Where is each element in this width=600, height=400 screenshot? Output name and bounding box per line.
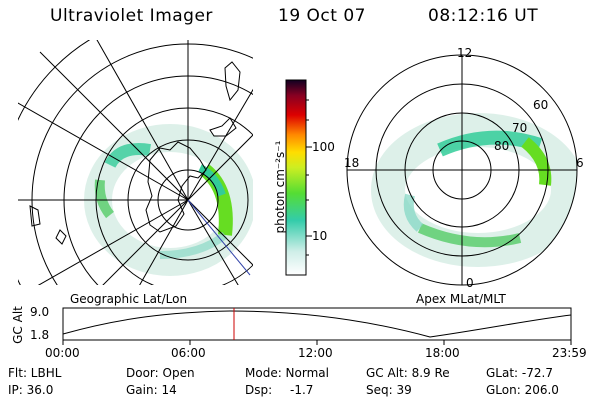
info-filter: Flt: LBHL [8, 366, 62, 380]
timeline-ylabel: GC Alt [11, 306, 25, 344]
info-mode: Mode: Normal [245, 366, 329, 380]
timeline-xtick-0000: 00:00 [45, 346, 80, 360]
timeline-xtick-1800: 18:00 [425, 346, 460, 360]
colorbar-unit-label: photon cm⁻²s⁻¹ [273, 140, 287, 234]
timeline-xtick-0600: 06:00 [171, 346, 206, 360]
info-gain: Gain: 14 [126, 383, 177, 397]
instrument-title: Ultraviolet Imager [50, 6, 213, 26]
apex-mlat-mlt-panel [346, 54, 578, 286]
time-label: 08:12:16 UT [428, 6, 539, 26]
coastline [145, 141, 207, 233]
altitude-curve [62, 310, 572, 338]
timeline-xtick-1200: 12:00 [298, 346, 333, 360]
info-seq: Seq: 39 [366, 383, 412, 397]
mlt-label-18: 18 [344, 156, 360, 170]
colorbar-tick-100: 100 [312, 140, 335, 154]
geographic-map [18, 40, 253, 285]
info-gc-alt: GC Alt: 8.9 Re [366, 366, 450, 380]
date-label: 19 Oct 07 [278, 6, 366, 26]
mlat-label-70: 70 [512, 121, 528, 135]
colorbar-tick-10: 10 [312, 229, 328, 243]
aurora-oval-right [371, 113, 577, 267]
left-panel-caption: Geographic Lat/Lon [70, 292, 188, 306]
mlat-label-60: 60 [533, 98, 549, 112]
info-ip: IP: 36.0 [8, 383, 54, 397]
meridians-left [18, 40, 253, 285]
info-dsp-label: Dsp: [245, 383, 273, 397]
info-glon: GLon: 206.0 [486, 383, 559, 397]
timeline-ticks [62, 340, 572, 345]
info-glat: GLat: -72.7 [486, 366, 553, 380]
mlat-label-80: 80 [494, 139, 510, 153]
mlt-label-0: 0 [466, 276, 474, 290]
colorbar-ticks [306, 99, 312, 256]
info-door: Door: Open [126, 366, 195, 380]
mlt-label-12: 12 [457, 46, 473, 60]
mlt-label-6: 6 [576, 156, 584, 170]
timeline-ytick-1-8: 1.8 [30, 328, 50, 342]
right-panel-caption: Apex MLat/MLT [416, 292, 506, 306]
timeline-ytick-9: 9.0 [30, 305, 50, 319]
gc-alt-timeline [62, 307, 572, 345]
info-dsp-value: -1.7 [290, 383, 314, 397]
colorbar [285, 79, 307, 276]
timeline-xtick-2359: 23:59 [552, 346, 587, 360]
